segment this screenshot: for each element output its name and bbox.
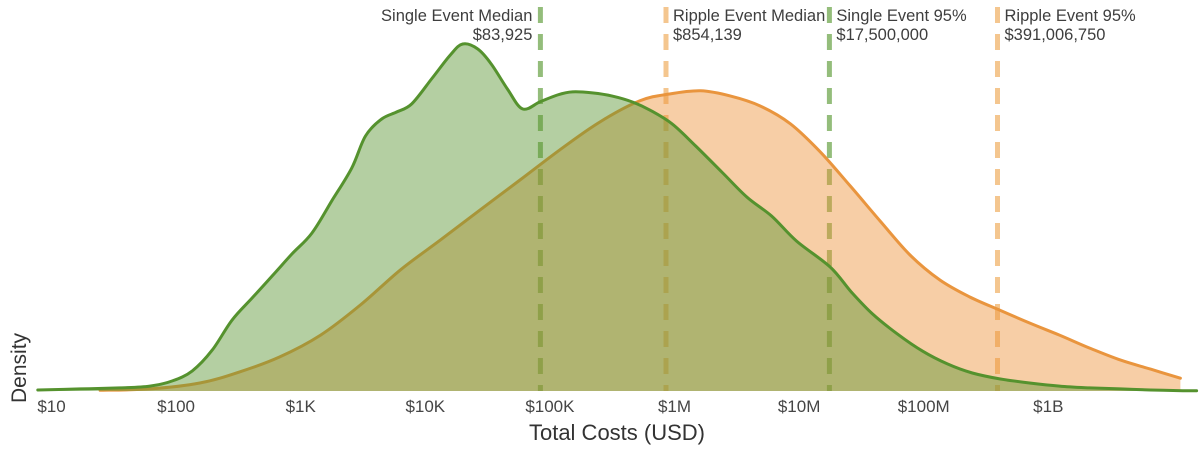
annotation-value-2: $854,139 bbox=[673, 26, 742, 44]
x-tick-10: $10 bbox=[37, 397, 65, 416]
x-tick-1M: $1M bbox=[658, 397, 691, 416]
annotation-title-4: Ripple Event 95% bbox=[1005, 7, 1136, 25]
single-event-density-fill bbox=[37, 43, 1197, 391]
annotation-labels: Single Event Median$83,925 Ripple Event M… bbox=[381, 7, 1136, 44]
y-axis-title: Density bbox=[8, 332, 31, 403]
annotation-value-1: $83,925 bbox=[473, 26, 533, 44]
annotation-value-3: $17,500,000 bbox=[836, 26, 928, 44]
annotation-title-2: Ripple Event Median bbox=[673, 7, 825, 25]
annotation-value-4: $391,006,750 bbox=[1005, 26, 1106, 44]
x-tick-1K: $1K bbox=[286, 397, 317, 416]
x-tick-1B: $1B bbox=[1033, 397, 1063, 416]
x-tick-100M: $100M bbox=[898, 397, 950, 416]
x-tick-100K: $100K bbox=[525, 397, 575, 416]
ripple-event-density-fill bbox=[100, 90, 1181, 392]
density-areas bbox=[36, 42, 1199, 393]
x-tick-10K: $10K bbox=[405, 397, 445, 416]
single-event-density-line bbox=[36, 42, 1199, 393]
ripple-event-density-line bbox=[98, 89, 1182, 392]
x-tick-100: $100 bbox=[157, 397, 195, 416]
x-axis-title: Total Costs (USD) bbox=[529, 420, 705, 445]
annotation-title-1: Single Event Median bbox=[381, 7, 532, 25]
annotation-title-3: Single Event 95% bbox=[836, 7, 967, 25]
threshold-lines bbox=[537, 7, 1000, 391]
x-axis-tick-labels: $10 $100 $1K $10K $100K $1M $10M $100M $1B bbox=[37, 397, 1063, 416]
x-tick-10M: $10M bbox=[778, 397, 821, 416]
